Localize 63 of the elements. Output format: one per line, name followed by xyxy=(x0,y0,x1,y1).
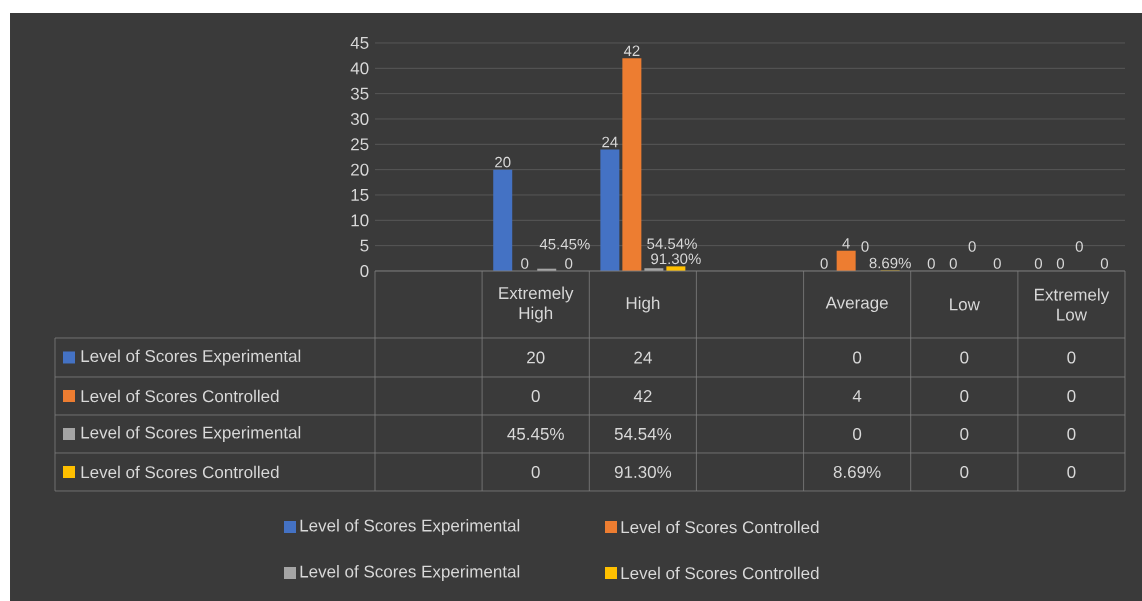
text: Level of Scores Controlled xyxy=(81,465,279,479)
text: 0 xyxy=(565,258,573,269)
data-label: 0 xyxy=(960,427,969,441)
data-label: 0 xyxy=(1067,351,1076,364)
text: 4 xyxy=(842,238,850,249)
text: 0 xyxy=(949,258,957,269)
data-label: 0 xyxy=(1067,389,1076,403)
text: 0 xyxy=(1034,258,1043,269)
y-tick-label: 35 xyxy=(350,87,369,100)
data-label: 4 xyxy=(852,390,862,402)
text: 0 xyxy=(861,241,869,252)
y-tick-label: 15 xyxy=(351,189,369,201)
text: 0 xyxy=(1075,241,1083,252)
y-tick-label: 40 xyxy=(350,62,369,75)
text: 0 xyxy=(927,258,935,269)
y-tick-label: 10 xyxy=(351,214,369,227)
data-label: 0 xyxy=(1067,465,1076,479)
text: 0 xyxy=(968,241,976,252)
data-label: 45.45% xyxy=(507,428,564,440)
y-tick-label: 45 xyxy=(350,37,369,49)
text: 0 xyxy=(521,258,529,269)
y-tick-label: 30 xyxy=(350,112,369,126)
data-label: 54.54% xyxy=(614,428,672,440)
data-label: 42 xyxy=(633,390,652,402)
data-label: 24 xyxy=(634,351,652,364)
x-tick-label: Average xyxy=(825,296,888,313)
data-label: 0 xyxy=(960,389,969,403)
text: 0 xyxy=(993,258,1001,269)
legend-label: Level of Scores Experimental xyxy=(81,349,301,366)
y-tick-label: 20 xyxy=(351,163,369,176)
text: 45.45% xyxy=(539,238,590,250)
x-tick-label: Low xyxy=(950,298,980,311)
data-label: 0 xyxy=(531,465,540,479)
text: 54.54% xyxy=(647,238,697,250)
text: Level of Scores Controlled xyxy=(81,389,279,403)
text: 0 xyxy=(1056,258,1065,269)
y-tick-label: 0 xyxy=(360,264,369,278)
x-tick-label: Extremely Low xyxy=(1035,288,1110,321)
text: 91.30% xyxy=(651,253,701,265)
text: 8.69% xyxy=(869,257,911,269)
y-tick-label: 5 xyxy=(360,239,369,252)
data-label: 8.69% xyxy=(833,465,881,479)
legend-label: Level of Scores Experimental xyxy=(81,426,301,442)
y-tick-label: 25 xyxy=(351,138,369,151)
text: Level of Scores Experimental xyxy=(300,519,520,535)
data-label: 0 xyxy=(853,427,862,441)
legend-label: Level of Scores Controlled xyxy=(621,520,819,534)
legend-label: Level of Scores Controlled xyxy=(621,566,819,580)
data-label: 0 xyxy=(853,351,862,364)
text: Level of Scores Experimental xyxy=(300,565,520,581)
data-label: 0 xyxy=(960,465,969,479)
data-label: 0 xyxy=(531,389,540,403)
data-label: 91.30% xyxy=(614,465,672,479)
text: 20 xyxy=(495,156,511,168)
x-tick-label: Extremely High xyxy=(499,286,574,323)
text: 42 xyxy=(623,45,640,56)
text: 0 xyxy=(1100,258,1109,269)
data-label: 0 xyxy=(960,351,969,364)
text: 0 xyxy=(820,258,828,269)
data-label: 0 xyxy=(1067,427,1076,441)
x-tick-label: High xyxy=(626,296,660,313)
data-label: 20 xyxy=(527,351,545,364)
text: 24 xyxy=(602,136,618,148)
